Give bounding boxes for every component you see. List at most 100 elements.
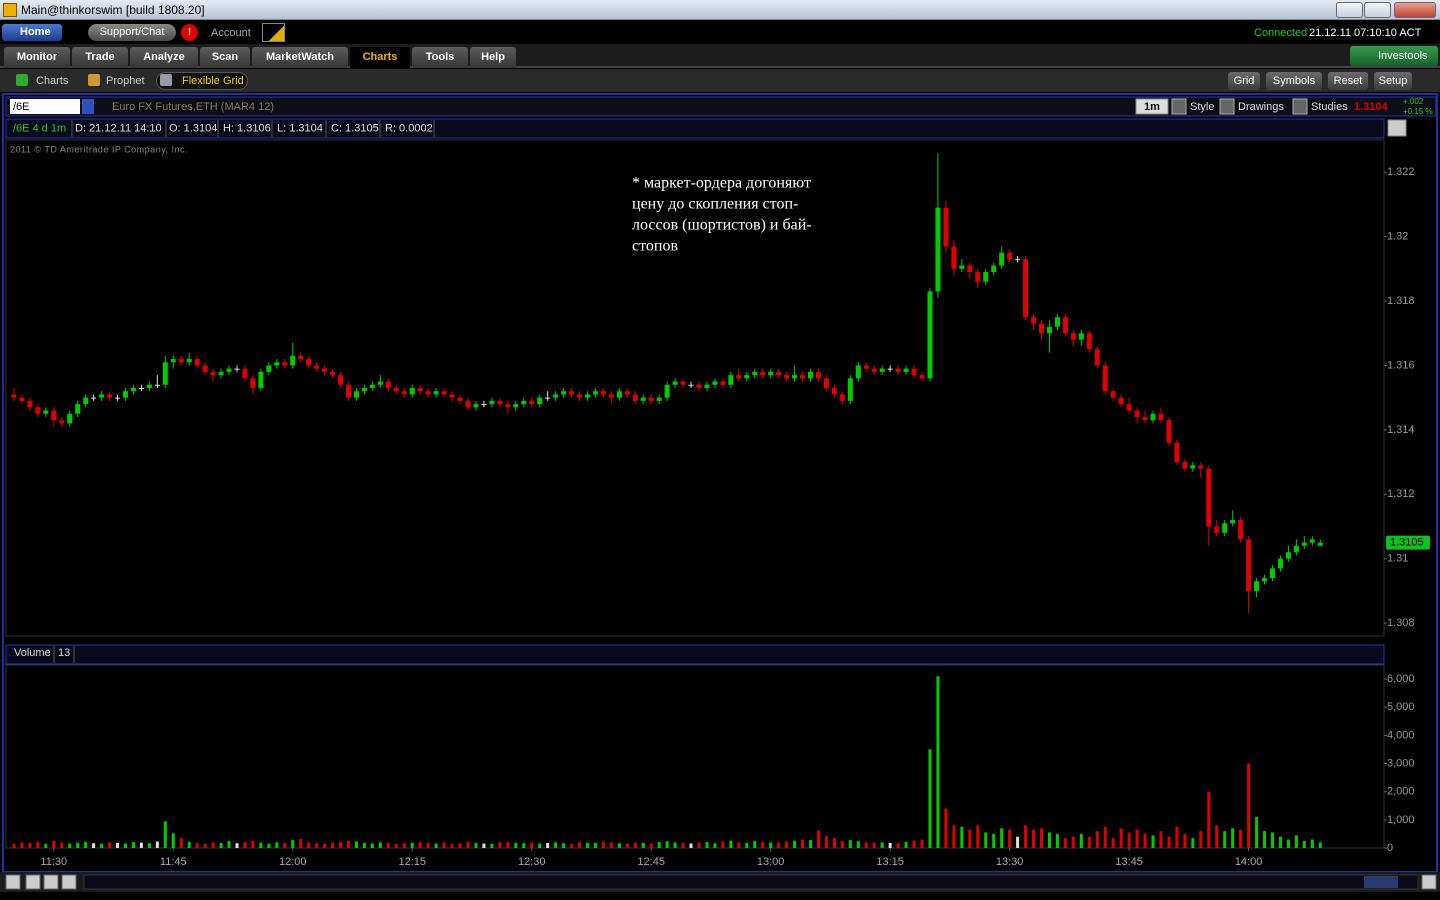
volume-bar	[482, 843, 486, 848]
candle-body	[1062, 317, 1068, 334]
candle-body	[608, 394, 614, 398]
candle-body	[107, 394, 113, 398]
candle-body	[91, 397, 97, 399]
home-button[interactable]: Home	[2, 24, 62, 41]
candle-body	[696, 384, 702, 388]
volume-bar	[721, 841, 725, 848]
tab[interactable]: Monitor	[4, 47, 70, 68]
chart-header	[5, 96, 1437, 117]
zoom-button[interactable]	[5, 874, 21, 890]
minimize-button[interactable]	[1336, 2, 1363, 18]
tab[interactable]: Scan	[200, 47, 250, 68]
volume-bar	[769, 842, 773, 848]
volume-bar	[1071, 836, 1075, 848]
volume-bar	[370, 843, 374, 848]
scrollbar[interactable]	[83, 874, 1419, 890]
candle-body	[592, 391, 598, 395]
volume-bar	[904, 841, 908, 848]
scroll-thumb[interactable]	[1364, 876, 1398, 888]
y-tick-label: 1.322	[1387, 166, 1415, 178]
candle-body	[353, 391, 359, 398]
symbol-dropdown[interactable]	[82, 99, 94, 114]
candle-body	[704, 384, 710, 388]
volume-y-tick-label: 4,000	[1387, 729, 1415, 741]
alert-icon[interactable]: !	[181, 24, 198, 41]
volume-bar	[681, 842, 685, 848]
candle-body	[1070, 333, 1076, 340]
x-tick-label: 13:15	[876, 856, 904, 868]
close-button[interactable]	[1394, 2, 1436, 18]
scroll-right[interactable]	[1421, 874, 1437, 890]
tab[interactable]: Charts	[350, 47, 410, 68]
tool-icon[interactable]	[1219, 98, 1235, 115]
toolbar-button[interactable]: Grid	[1228, 72, 1260, 90]
volume-bar	[1183, 833, 1187, 848]
subtab[interactable]: Charts	[36, 75, 69, 87]
candle-body	[1309, 539, 1315, 543]
tab[interactable]: Analyze	[130, 47, 198, 68]
x-tick-label: 12:15	[398, 856, 426, 868]
x-tick-label: 13:45	[1115, 856, 1143, 868]
volume-bar	[1103, 826, 1107, 848]
volume-bar	[52, 840, 56, 848]
volume-bar	[880, 842, 884, 848]
volume-bar	[147, 843, 151, 848]
volume-bar	[1127, 832, 1131, 848]
candle-body	[377, 381, 383, 385]
investools-button[interactable]: Investools	[1350, 46, 1438, 66]
candle-body	[186, 359, 192, 363]
account-box[interactable]	[262, 23, 285, 42]
tab[interactable]: Help	[470, 47, 516, 68]
tool-label[interactable]: Style	[1190, 101, 1214, 113]
candle-body	[242, 368, 248, 379]
tool-icon[interactable]	[1292, 98, 1308, 115]
volume-bar	[641, 842, 645, 848]
subtab[interactable]: Flexible Grid	[182, 75, 244, 87]
candle-body	[226, 368, 232, 372]
zoom-button[interactable]	[25, 874, 41, 890]
zoom-button[interactable]	[61, 874, 77, 890]
volume-bar	[458, 843, 462, 848]
volume-bar	[562, 843, 566, 848]
subtab[interactable]: Prophet	[106, 75, 145, 87]
volume-bar	[1087, 836, 1091, 848]
candle-body	[991, 265, 997, 273]
toolbar-button[interactable]: Setup	[1374, 72, 1412, 90]
maximize-button[interactable]	[1364, 2, 1391, 18]
toolbar-button[interactable]: Symbols	[1266, 72, 1322, 90]
tab[interactable]: Trade	[72, 47, 128, 68]
last-price: 1.3104	[1354, 101, 1389, 113]
candle-body	[760, 371, 766, 376]
tool-label[interactable]: Studies	[1311, 101, 1348, 113]
volume-bar	[1063, 838, 1067, 848]
candle-body	[529, 400, 535, 405]
toolbar-button[interactable]: Reset	[1328, 72, 1368, 90]
aggregation-button[interactable]	[1135, 98, 1169, 115]
volume-bar	[737, 842, 741, 848]
volume-bar	[386, 842, 390, 848]
symbol-box[interactable]	[10, 99, 80, 114]
candle-body	[1317, 542, 1323, 546]
chart-settings-icon[interactable]	[1387, 119, 1407, 137]
tool-icon[interactable]	[1171, 98, 1187, 115]
volume-name: Volume	[14, 647, 51, 659]
candle-body	[911, 368, 917, 376]
volume-bar	[824, 836, 828, 848]
volume-bar	[362, 842, 366, 848]
top-bar	[0, 21, 1440, 44]
candle-body	[59, 420, 65, 424]
volume-bar	[1008, 829, 1012, 848]
volume-bar	[609, 842, 613, 848]
y-tick-label: 1.308	[1387, 617, 1415, 629]
candle-body	[75, 404, 81, 414]
info-field: R: 0.0002	[385, 122, 433, 134]
tool-label[interactable]: Drawings	[1238, 101, 1284, 113]
candle-body	[935, 207, 941, 292]
support-button[interactable]: Support/Chat	[88, 24, 176, 41]
zoom-button[interactable]	[43, 874, 59, 890]
volume-bar	[705, 842, 709, 848]
volume-bar	[155, 841, 159, 848]
tab[interactable]: Tools	[412, 47, 468, 68]
tab[interactable]: MarketWatch	[252, 47, 348, 68]
